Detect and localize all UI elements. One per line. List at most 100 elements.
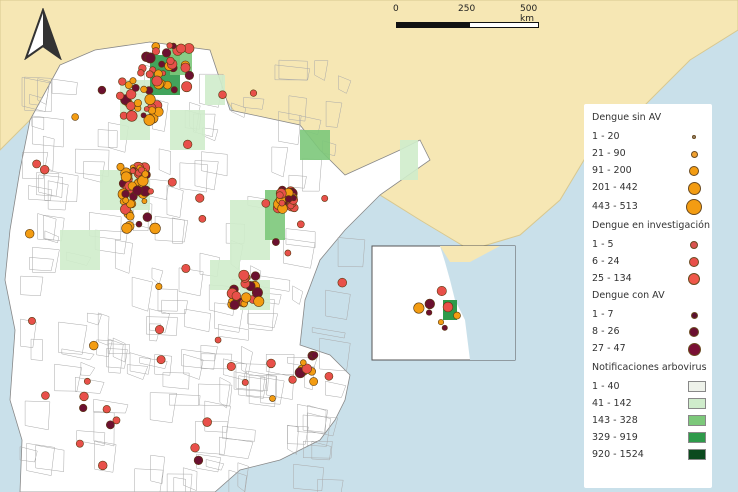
- district-fill: [300, 130, 330, 160]
- marker-con_av: [271, 238, 280, 246]
- legend-circle-symbol: [688, 273, 700, 285]
- marker-investigacion: [166, 42, 173, 49]
- marker-sin_av: [141, 198, 148, 204]
- legend-item: 143 - 328: [592, 413, 708, 429]
- legend-item-label: 21 - 90: [592, 148, 626, 159]
- legend-circle-symbol: [690, 150, 698, 158]
- marker-con_av: [193, 455, 204, 465]
- marker-investigacion: [278, 199, 286, 207]
- marker-investigacion: [125, 88, 137, 100]
- legend-item: 6 - 24: [592, 254, 708, 270]
- marker-investigacion: [261, 199, 271, 208]
- marker-sin_av: [453, 311, 461, 320]
- marker-sin_av: [149, 222, 161, 235]
- marker-con_av: [170, 86, 178, 94]
- legend-item: 21 - 90: [592, 146, 708, 162]
- legend-item: 1 - 5: [592, 237, 708, 253]
- marker-investigacion: [40, 165, 50, 175]
- legend-item-label: 8 - 26: [592, 326, 620, 337]
- marker-sin_av: [25, 229, 35, 239]
- legend-fill-symbol: [688, 381, 706, 392]
- marker-investigacion: [32, 159, 41, 169]
- scale-bar-white: [469, 22, 539, 28]
- marker-investigacion: [183, 139, 193, 150]
- marker-con_av: [106, 420, 115, 430]
- scale-bar: 0 250 500 km: [393, 4, 539, 34]
- marker-investigacion: [284, 249, 292, 257]
- marker-investigacion: [202, 417, 212, 427]
- marker-investigacion: [181, 81, 193, 93]
- marker-sin_av: [241, 292, 252, 303]
- legend-item-label: 91 - 200: [592, 165, 632, 176]
- scale-label-0: 0: [393, 4, 399, 14]
- legend-item-label: 41 - 142: [592, 398, 632, 409]
- marker-investigacion: [198, 215, 207, 223]
- marker-sin_av: [437, 319, 445, 326]
- legend-circle-symbol: [692, 135, 696, 139]
- legend-item-label: 920 - 1524: [592, 449, 644, 460]
- marker-investigacion: [41, 391, 50, 400]
- scale-label-250: 250: [458, 4, 476, 14]
- marker-sin_av: [143, 114, 156, 126]
- marker-sin_av: [121, 222, 133, 234]
- legend-fill-symbol: [688, 449, 706, 460]
- marker-investigacion: [98, 460, 108, 471]
- marker-investigacion: [321, 194, 329, 202]
- marker-investigacion: [249, 89, 258, 97]
- marker-investigacion: [181, 263, 191, 273]
- marker-con_av: [131, 84, 140, 92]
- marker-sin_av: [140, 85, 148, 93]
- marker-investigacion: [266, 358, 276, 369]
- marker-investigacion: [296, 220, 305, 229]
- legend-item: 329 - 919: [592, 430, 708, 446]
- legend-item: 91 - 200: [592, 163, 708, 179]
- marker-investigacion: [151, 47, 160, 56]
- marker-sin_av: [269, 395, 276, 402]
- district-fill: [400, 140, 418, 180]
- marker-investigacion: [126, 110, 138, 122]
- marker-con_av: [229, 299, 240, 310]
- marker-sin_av: [71, 113, 79, 121]
- legend-item-label: 329 - 919: [592, 432, 638, 443]
- marker-con_av: [310, 351, 319, 359]
- marker-sin_av: [309, 377, 319, 386]
- marker-investigacion: [102, 405, 111, 414]
- marker-investigacion: [167, 177, 177, 187]
- marker-sin_av: [122, 197, 129, 204]
- marker-sin_av: [413, 302, 425, 314]
- marker-con_av: [79, 403, 88, 413]
- marker-investigacion: [83, 377, 91, 385]
- legend-item-label: 201 - 442: [592, 182, 638, 193]
- marker-investigacion: [79, 391, 89, 402]
- marker-investigacion: [238, 269, 250, 281]
- scale-bar-black: [396, 22, 470, 28]
- marker-investigacion: [155, 325, 165, 335]
- district-fill: [60, 230, 100, 270]
- marker-investigacion: [195, 193, 205, 203]
- legend-title-arbovirus: Notificaciones arbovirus: [592, 362, 707, 373]
- marker-con_av: [426, 309, 433, 316]
- marker-investigacion: [147, 188, 154, 195]
- legend-item-label: 443 - 513: [592, 201, 638, 212]
- north-arrow-icon: [24, 8, 62, 60]
- legend-fill-symbol: [688, 432, 706, 443]
- legend-item: 443 - 513: [592, 199, 708, 215]
- legend-title-con_av: Dengue con AV: [592, 290, 665, 301]
- marker-sin_av: [141, 170, 149, 178]
- legend-circle-symbol: [686, 199, 702, 215]
- marker-con_av: [250, 271, 261, 281]
- marker-investigacion: [145, 70, 154, 79]
- marker-sin_av: [125, 212, 135, 221]
- marker-investigacion: [126, 101, 136, 111]
- marker-con_av: [135, 220, 143, 228]
- inset-map: [371, 245, 516, 361]
- legend-circle-symbol: [687, 181, 701, 195]
- legend-item-label: 27 - 47: [592, 343, 626, 354]
- legend-item-label: 1 - 20: [592, 131, 620, 142]
- legend-item-label: 143 - 328: [592, 415, 638, 426]
- legend-item: 201 - 442: [592, 180, 708, 196]
- marker-con_av: [132, 185, 143, 196]
- marker-investigacion: [276, 191, 284, 199]
- legend-circle-symbol: [689, 327, 699, 337]
- marker-investigacion: [116, 91, 125, 100]
